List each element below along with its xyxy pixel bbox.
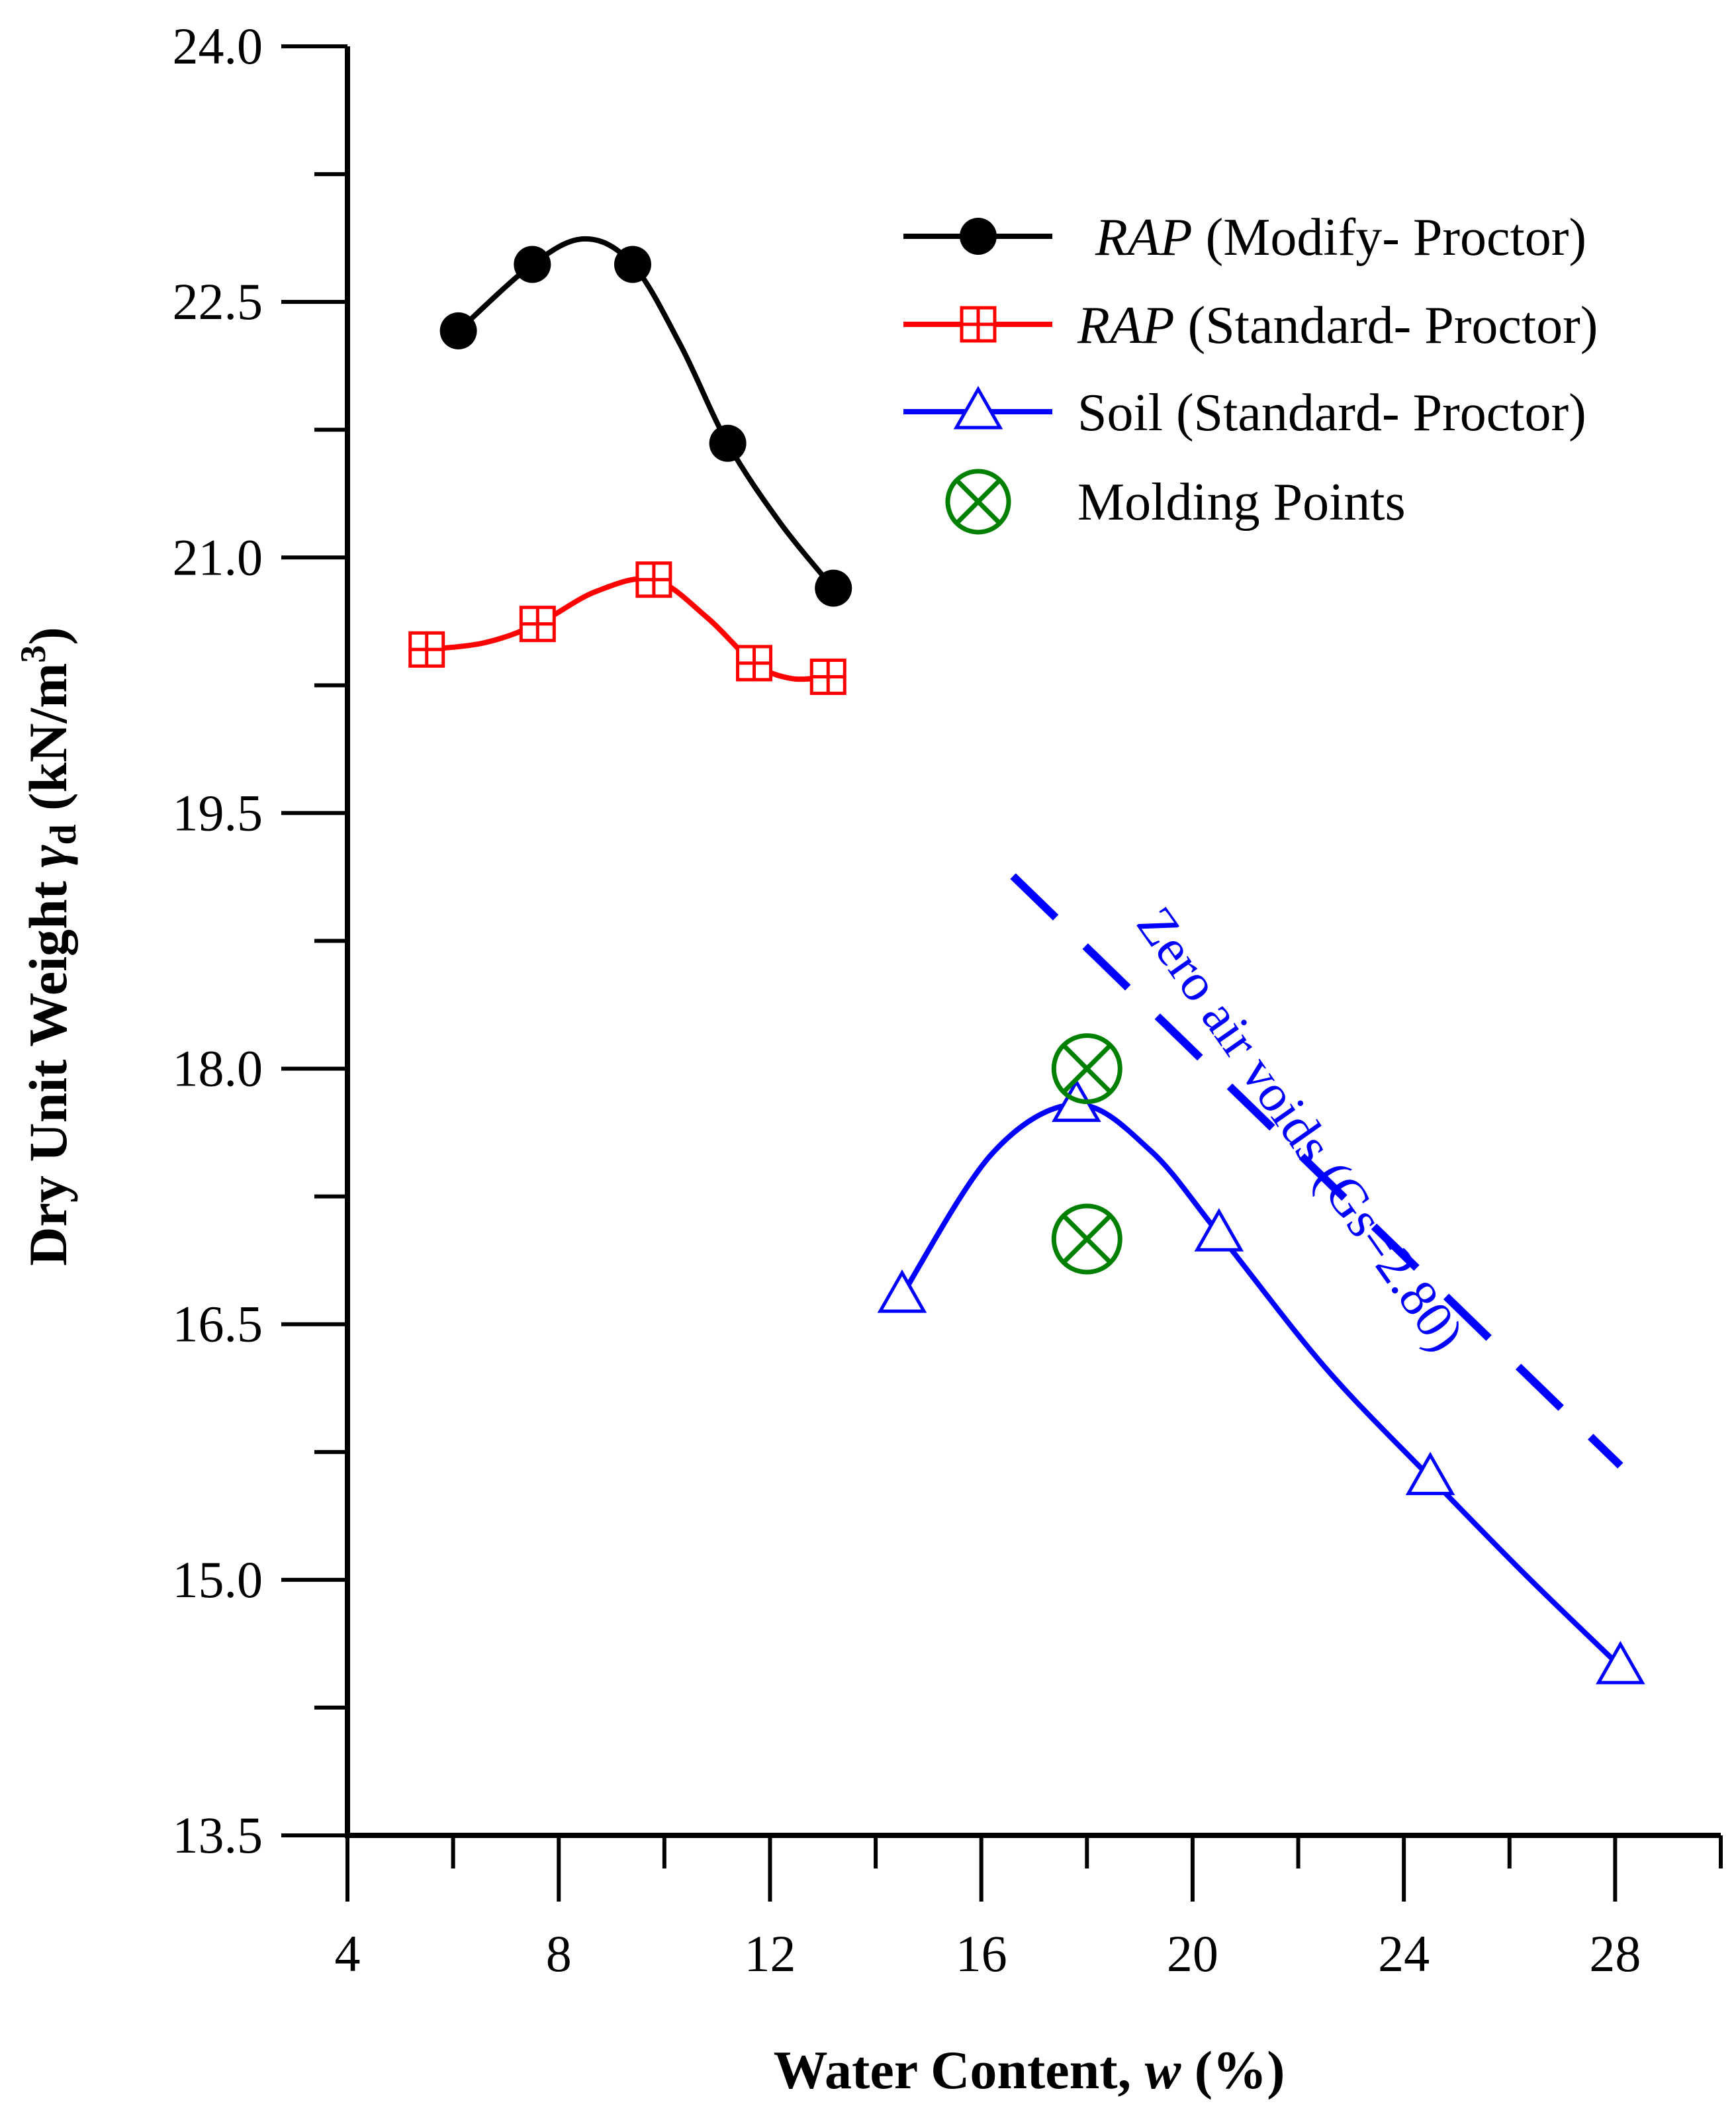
y-tick-label: 21.0	[173, 528, 263, 586]
y-axis-title-superscript: 3	[13, 645, 53, 663]
data-point-rap-standard-proctor	[519, 606, 556, 643]
y-axis-title-main: Dry Unit Weight	[18, 868, 78, 1266]
x-tick-label: 16	[956, 1925, 1007, 1982]
x-tick-label: 20	[1167, 1925, 1218, 1982]
series-curve-soil-standard-proctor	[899, 1101, 1623, 1669]
x-tick-label: 24	[1378, 1925, 1430, 1982]
x-axis-title: Water Content, w (%)	[774, 2040, 1285, 2100]
legend-label-italic: RAP	[1095, 208, 1193, 267]
legend-marker-filled-circle	[960, 218, 997, 255]
legend-item-soil-standard: Soil (Standard- Proctor)	[903, 384, 1586, 442]
data-point-molding-points	[1051, 1033, 1122, 1105]
plot-area	[408, 236, 1645, 1684]
y-axis-title-close: )	[18, 627, 78, 645]
y-tick-label: 18.0	[173, 1040, 263, 1097]
x-tick-label: 28	[1589, 1925, 1641, 1982]
y-tick-label: 19.5	[173, 784, 263, 841]
legend-marker-boxed-plus	[960, 306, 997, 343]
legend-label-italic: RAP	[1077, 297, 1175, 355]
y-axis-ticks: 13.5 15.0 16.5 18.0 19.5 21.0 22.5 24.0	[173, 17, 347, 1864]
y-tick-label: 22.5	[173, 273, 263, 330]
legend-label-rest: Molding Points	[1077, 473, 1406, 531]
x-tick-label: 8	[546, 1925, 572, 1982]
series-markers	[408, 246, 1645, 1684]
legend-label-rap-standard: RAP (Standard- Proctor)	[1077, 297, 1598, 355]
legend-label-rest: (Standard- Proctor)	[1175, 297, 1598, 355]
legend-label-rest: (Modify- Proctor)	[1193, 208, 1586, 267]
zero-air-voids-line	[1010, 873, 1623, 1469]
legend-label-soil-standard: Soil (Standard- Proctor)	[1077, 384, 1586, 442]
data-point-rap-standard-proctor	[809, 658, 846, 695]
y-tick-label: 13.5	[173, 1806, 263, 1864]
x-axis-title-variable: w	[1145, 2040, 1181, 2100]
data-point-soil-standard-proctor	[1194, 1208, 1244, 1252]
data-point-rap-standard-proctor	[635, 561, 672, 598]
data-point-rap-modify-proctor	[514, 246, 551, 283]
data-point-soil-standard-proctor	[877, 1269, 927, 1313]
x-tick-label: 4	[335, 1925, 361, 1982]
data-point-rap-standard-proctor	[736, 645, 773, 682]
zero-air-voids-label: Zero air voids (Gs=2.80)	[1125, 897, 1475, 1362]
series-curves	[426, 236, 1623, 1669]
data-point-rap-modify-proctor	[815, 569, 852, 607]
data-point-rap-standard-proctor	[408, 631, 445, 668]
legend-label-molding-points: Molding Points	[1077, 473, 1406, 531]
legend-item-rap-modified: RAP (Modify- Proctor)	[903, 208, 1586, 267]
y-axis-title-subscript: d	[43, 824, 84, 845]
y-axis-title-unit: (kN/m	[18, 663, 78, 825]
legend-item-molding-points: Molding Points	[945, 469, 1406, 535]
x-axis-ticks: 4 8 12 16 20 24 28	[335, 1835, 1723, 1982]
legend-item-rap-standard: RAP (Standard- Proctor)	[903, 297, 1598, 355]
data-point-soil-standard-proctor	[1596, 1641, 1645, 1684]
legend-label-rest: Soil (Standard- Proctor)	[1077, 384, 1586, 442]
legend: RAP (Modify- Proctor) RAP (Standard- Pro…	[903, 208, 1598, 535]
data-point-rap-modify-proctor	[439, 312, 477, 349]
y-axis-title: Dry Unit Weight γd (kN/m3)	[13, 627, 84, 1266]
y-axis-title-variable: γ	[18, 845, 78, 868]
y-tick-label: 24.0	[173, 17, 263, 75]
data-point-rap-modify-proctor	[614, 246, 651, 283]
legend-marker-circle-x	[945, 469, 1011, 535]
axes: 13.5 15.0 16.5 18.0 19.5 21.0 22.5 24.0 4 8 12 16 2…	[173, 17, 1723, 1982]
data-point-molding-points	[1051, 1203, 1122, 1275]
data-point-rap-modify-proctor	[709, 424, 747, 462]
x-tick-label: 12	[744, 1925, 796, 1982]
legend-label-rap-modified: RAP (Modify- Proctor)	[1095, 208, 1586, 267]
y-tick-label: 16.5	[173, 1295, 263, 1353]
data-point-soil-standard-proctor	[1405, 1452, 1455, 1495]
x-axis-title-main: Water Content,	[774, 2040, 1145, 2100]
x-axis-title-unit: (%)	[1181, 2040, 1285, 2100]
legend-marker-open-triangle	[953, 385, 1003, 430]
series-curve-rap-modify-proctor	[456, 236, 836, 590]
y-tick-label: 15.0	[173, 1551, 263, 1608]
